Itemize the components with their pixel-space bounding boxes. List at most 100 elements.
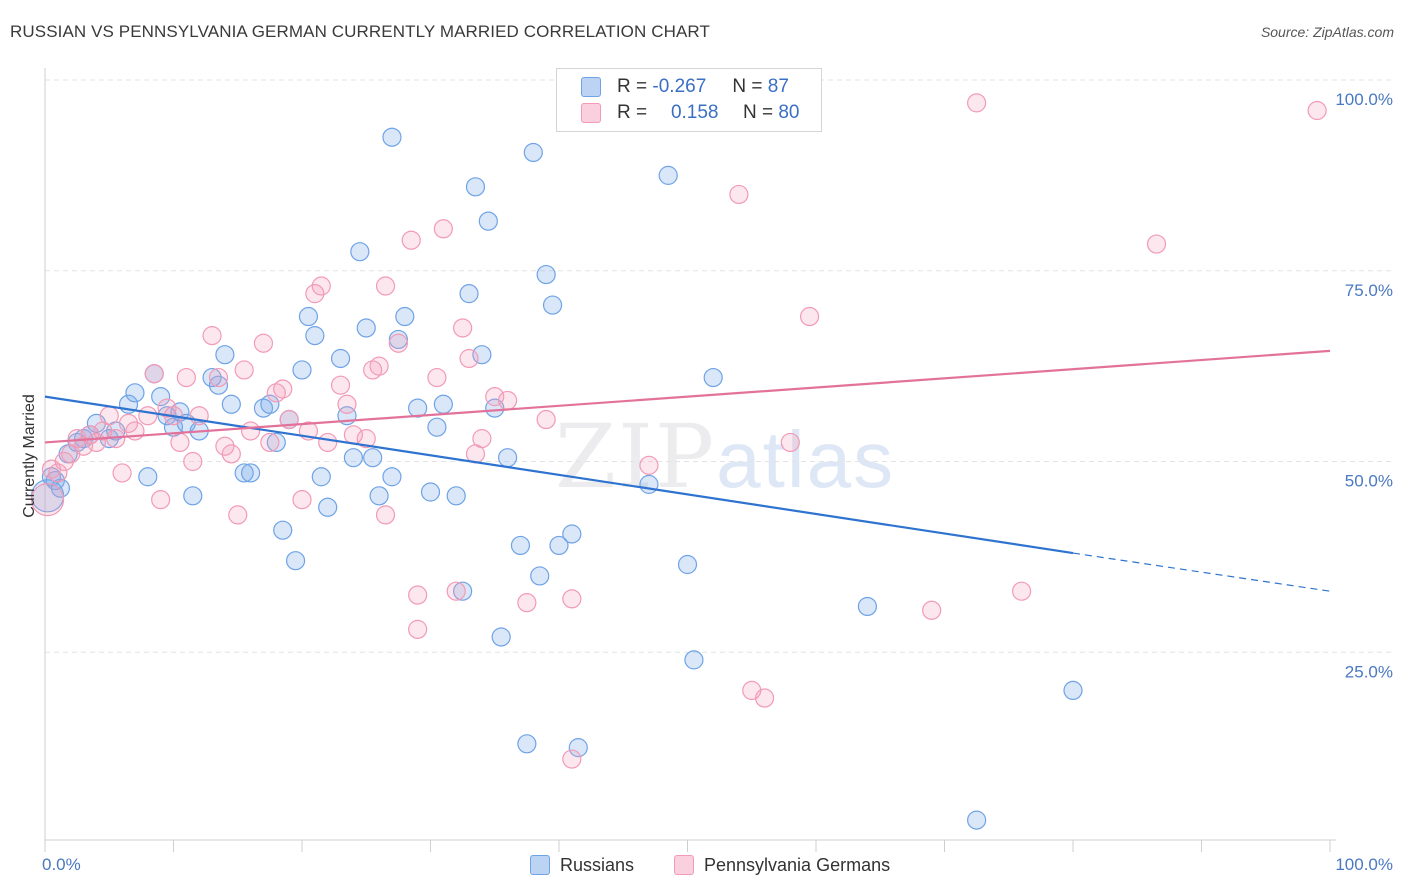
pennsylvania-germans-point <box>498 390 518 411</box>
russians-point <box>703 367 723 388</box>
pennsylvania-germans-points <box>30 93 1327 769</box>
pennsylvania-germans-legend-label: Pennsylvania Germans <box>704 854 891 875</box>
bottom-legend-russians: Russians <box>530 852 634 878</box>
chart-title: RUSSIAN VS PENNSYLVANIA GERMAN CURRENTLY… <box>10 22 710 41</box>
russians-point <box>453 581 473 601</box>
y-tick-label: 50.0% <box>1345 472 1393 491</box>
pennsylvania-germans-point <box>273 379 293 399</box>
pennsylvania-germans-point <box>967 93 987 113</box>
russians-swatch <box>581 77 601 97</box>
pennsylvania-germans-point <box>202 326 222 346</box>
pennsylvania-germans-point <box>433 219 453 239</box>
tick-labels: 100.0% 75.0% 50.0% 25.0% 0.0% 100.0% Currently… <box>21 90 1393 874</box>
n-value-russians: 87 <box>767 76 789 97</box>
pennsylvania-germans-point <box>176 367 196 388</box>
russians-point <box>684 650 704 670</box>
russians-point <box>305 326 325 346</box>
pennsylvania-germans-point <box>30 483 65 517</box>
legend-row-pennsylvania-germans: R = 0.158 N = 80 <box>581 99 799 127</box>
pennsylvania-germans-point <box>356 429 376 449</box>
russians-point <box>677 554 698 575</box>
chart-source: Source: ZipAtlas.com <box>1260 24 1394 40</box>
n-value-pennsylvania-germans: 80 <box>778 102 800 123</box>
russians-point <box>639 474 659 494</box>
pennsylvania-germans-point <box>292 490 312 510</box>
n-label: N = <box>742 102 774 123</box>
pennsylvania-germans-point <box>48 463 68 483</box>
pennsylvania-germans-point <box>118 413 139 433</box>
russians-point <box>298 306 319 327</box>
russians-point <box>857 596 878 617</box>
pennsylvania-germans-point <box>754 688 775 708</box>
russians-point <box>408 398 428 418</box>
x-tick-label: 100.0% <box>1335 855 1393 874</box>
pennsylvania-germans-point <box>1011 581 1032 601</box>
pennsylvania-germans-swatch <box>581 103 601 123</box>
russians-point <box>517 734 537 754</box>
pennsylvania-germans-point <box>99 406 119 426</box>
russians-point <box>427 417 447 437</box>
bottom-legend-pennsylvania-germans: Pennsylvania Germans <box>674 852 890 878</box>
pennsylvania-germans-point <box>183 451 203 472</box>
pennsylvania-germans-point <box>375 276 396 296</box>
pennsylvania-germans-point <box>459 348 479 369</box>
pennsylvania-germans-point <box>330 375 351 395</box>
pennsylvania-germans-point <box>1307 100 1327 121</box>
r-label: R = <box>617 76 648 97</box>
trend-lines <box>44 349 1331 592</box>
x-tick-label: 0.0% <box>42 855 81 874</box>
pennsylvania-germans-point <box>260 432 280 453</box>
pennsylvania-germans-point <box>780 432 800 453</box>
russians-point <box>498 448 518 468</box>
russians-point <box>542 295 563 315</box>
russians-point <box>202 367 222 388</box>
pennsylvania-germans-point <box>408 619 428 639</box>
pennsylvania-germans-point <box>337 394 357 414</box>
russians-point <box>363 448 383 468</box>
watermark-atlas: atlas <box>716 415 896 504</box>
pennsylvania-germans-point <box>73 436 94 456</box>
pennsylvania-germans-point <box>536 409 556 430</box>
pennsylvania-germans-point <box>144 364 164 384</box>
russians-point <box>350 242 370 262</box>
russians-point <box>273 520 293 540</box>
pennsylvania-germans-point <box>388 333 408 353</box>
pennsylvania-germans-point <box>234 360 254 380</box>
y-tick-label: 100.0% <box>1335 90 1393 109</box>
russians-point <box>50 478 71 498</box>
russians-point <box>562 524 582 544</box>
pennsylvania-germans-point <box>369 356 389 376</box>
russians-point <box>459 284 479 304</box>
pennsylvania-germans-point <box>1146 234 1167 254</box>
pennsylvania-germans-point <box>318 432 338 453</box>
russians-point <box>549 535 569 556</box>
pennsylvania-germans-trend-line <box>44 349 1331 444</box>
pennsylvania-germans-point <box>253 333 274 353</box>
russians-point <box>260 394 280 414</box>
y-tick-label: 75.0% <box>1345 281 1393 300</box>
russians-point <box>478 211 498 231</box>
russians-point <box>967 810 987 830</box>
russians-point <box>208 375 229 395</box>
pennsylvania-germans-point <box>54 451 74 472</box>
russians-point <box>465 177 486 197</box>
russians-point <box>1063 680 1083 701</box>
pennsylvania-germans-point <box>639 455 659 475</box>
russians-trend-line <box>44 395 1074 555</box>
pennsylvania-germans-point <box>517 593 537 613</box>
pennsylvania-germans-point <box>729 184 749 205</box>
russians-point <box>536 264 556 285</box>
r-value-pennsylvania-germans: 0.158 <box>670 102 719 123</box>
y-tick-label: 25.0% <box>1345 662 1393 681</box>
pennsylvania-germans-point <box>408 585 428 605</box>
pennsylvania-germans-point <box>446 581 466 601</box>
russians-points <box>30 127 1083 830</box>
russians-point <box>369 486 389 506</box>
russians-point <box>530 566 550 586</box>
pennsylvania-germans-point <box>112 463 132 483</box>
russians-point <box>446 486 466 506</box>
r-label: R = <box>617 102 648 123</box>
pennsylvania-germans-point <box>375 505 396 525</box>
pennsylvania-germans-point <box>138 406 158 426</box>
pennsylvania-germans-point <box>922 600 942 620</box>
